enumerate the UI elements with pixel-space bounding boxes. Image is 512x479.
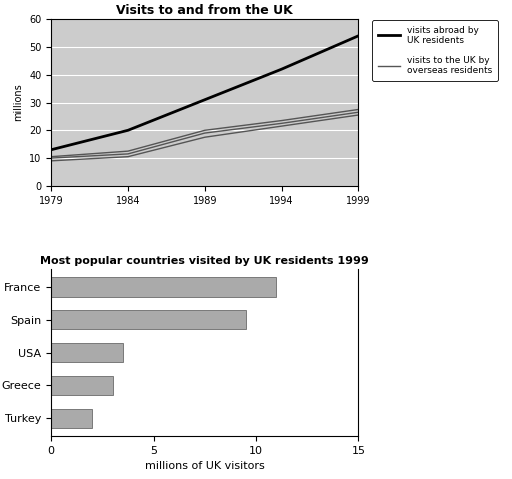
visits abroad by
UK residents — [125, 127, 131, 133]
Bar — [51, 376, 113, 395]
visits abroad by
UK residents — [48, 147, 54, 153]
X-axis label: millions of UK visitors: millions of UK visitors — [145, 461, 265, 471]
Legend: visits abroad by
UK residents, visits to the UK by
overseas residents: visits abroad by UK residents, visits to… — [372, 20, 498, 81]
visits abroad by
UK residents — [202, 97, 208, 103]
Y-axis label: millions: millions — [13, 84, 24, 121]
Bar — [51, 310, 246, 330]
visits to the UK by
overseas residents — [48, 158, 54, 164]
visits to the UK by
overseas residents — [202, 135, 208, 140]
visits to the UK by
overseas residents — [355, 112, 361, 118]
Bar — [51, 409, 92, 428]
Title: Visits to and from the UK: Visits to and from the UK — [116, 4, 293, 17]
Line: visits to the UK by
overseas residents: visits to the UK by overseas residents — [51, 115, 358, 161]
Line: visits abroad by
UK residents: visits abroad by UK residents — [51, 36, 358, 150]
Bar — [51, 277, 276, 297]
visits abroad by
UK residents — [279, 66, 285, 72]
Title: Most popular countries visited by UK residents 1999: Most popular countries visited by UK res… — [40, 256, 369, 266]
visits abroad by
UK residents — [355, 33, 361, 39]
Bar — [51, 342, 123, 363]
visits to the UK by
overseas residents — [279, 123, 285, 129]
visits to the UK by
overseas residents — [125, 154, 131, 160]
